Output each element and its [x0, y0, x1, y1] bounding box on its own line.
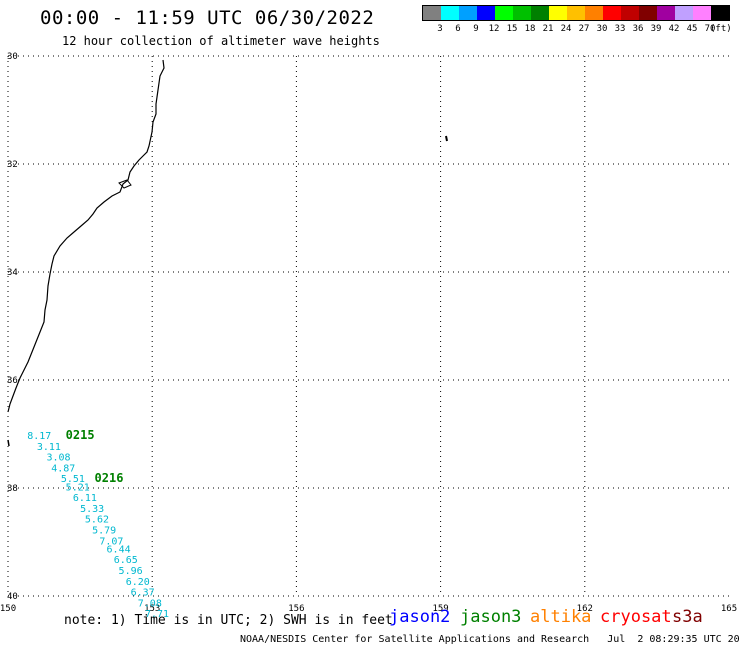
- legend-labels: (ft) 3 6 9 12 15 18 21 24 27 30 33 36 39 42 45 70: [422, 21, 732, 35]
- satellite-name-s3a: s3a: [672, 607, 703, 627]
- coast-fragment: [7, 439, 10, 447]
- legend-label: 18: [524, 24, 536, 34]
- swh-value-label: 6.20: [126, 577, 150, 588]
- legend-label: 39: [650, 24, 662, 34]
- footer-note: note: 1) Time is in UTC; 2) SWH is in fe…: [64, 613, 393, 628]
- swh-value-label: 5.62: [85, 515, 109, 526]
- swh-values: 8.173.113.084.875.515.216.115.335.625.79…: [27, 431, 169, 620]
- axis-tick-labels: 150 153 156 159 162 165 30 32 34 36 38 40: [0, 52, 737, 614]
- legend-swatches: [422, 5, 730, 21]
- color-legend: (ft) 3 6 9 12 15 18 21 24 27 30 33 36 39 42 45 70: [422, 5, 732, 35]
- swh-value-label: 5.21: [66, 482, 90, 493]
- lon-tick-label: 165: [721, 604, 737, 614]
- legend-label: 27: [578, 24, 590, 34]
- legend-label: 42: [668, 24, 680, 34]
- legend-label: 9: [473, 24, 479, 34]
- lat-tick-label: 38: [7, 484, 18, 494]
- legend-label: 12: [488, 24, 500, 34]
- swh-value-label: 5.96: [119, 566, 143, 577]
- lat-tick-label: 32: [7, 160, 18, 170]
- swh-value-label: 6.11: [73, 493, 97, 504]
- lat-tick-label: 30: [7, 52, 18, 62]
- legend-swatch: [657, 6, 675, 20]
- legend-label: 70: [704, 24, 716, 34]
- swh-value-label: 6.37: [131, 588, 155, 599]
- legend-swatch: [567, 6, 585, 20]
- legend-label: 15: [506, 24, 518, 34]
- satellite-name-cryosat: cryosat: [600, 607, 672, 627]
- legend-swatch: [711, 6, 729, 20]
- swh-value-label: 8.17: [27, 431, 51, 442]
- satellite-name-altika: altika: [530, 607, 592, 627]
- swh-value-label: 7.71: [145, 609, 169, 620]
- legend-swatch: [459, 6, 477, 20]
- legend-label: 21: [542, 24, 554, 34]
- legend-swatch: [603, 6, 621, 20]
- map-grid: [7, 55, 729, 597]
- lon-tick-label: 153: [144, 604, 160, 614]
- legend-swatch: [423, 6, 441, 20]
- estuary-outline: [118, 179, 132, 189]
- legend-label: 3: [437, 24, 443, 34]
- lat-tick-label: 34: [7, 268, 18, 278]
- legend-unit: (ft): [710, 24, 732, 34]
- pass-labels: 0215 0216: [66, 428, 124, 485]
- legend-swatch: [693, 6, 711, 20]
- legend-swatch: [585, 6, 603, 20]
- swh-value-label: 5.79: [92, 526, 116, 537]
- legend-swatch: [675, 6, 693, 20]
- legend-swatch: [531, 6, 549, 20]
- lon-tick-label: 159: [432, 604, 448, 614]
- satellite-name-jason3: jason3: [460, 607, 522, 627]
- swh-value-label: 3.11: [37, 442, 61, 453]
- swh-value-label: 7.08: [138, 598, 162, 609]
- mainland-coastline: [7, 59, 165, 413]
- swh-value-label: 4.87: [51, 463, 75, 474]
- swh-value-label: 6.65: [114, 555, 138, 566]
- legend-label: 6: [455, 24, 461, 34]
- legend-swatch: [513, 6, 531, 20]
- legend-swatch: [549, 6, 567, 20]
- swh-value-label: 5.51: [61, 474, 85, 485]
- legend-label: 45: [686, 24, 698, 34]
- map-subtitle: 12 hour collection of altimeter wave hei…: [62, 34, 380, 48]
- small-island: [445, 135, 448, 142]
- pass-time-label: 0216: [95, 471, 124, 485]
- footer-credit: NOAA/NESDIS Center for Satellite Applica…: [240, 634, 740, 645]
- legend-swatch: [477, 6, 495, 20]
- lon-tick-label: 162: [577, 604, 593, 614]
- coastline: [7, 59, 448, 447]
- legend-swatch: [639, 6, 657, 20]
- map-title: 00:00 - 11:59 UTC 06/30/2022: [40, 7, 375, 29]
- legend-label: 30: [596, 24, 608, 34]
- swh-value-label: 6.44: [107, 544, 131, 555]
- legend-swatch: [495, 6, 513, 20]
- pass-time-label: 0215: [66, 428, 95, 442]
- swh-value-label: 5.33: [80, 504, 104, 515]
- lon-tick-label: 156: [288, 604, 304, 614]
- swh-value-label: 3.08: [46, 453, 70, 464]
- legend-label: 36: [632, 24, 644, 34]
- legend-swatch: [441, 6, 459, 20]
- legend-label: 24: [560, 24, 572, 34]
- lat-tick-label: 40: [7, 592, 18, 602]
- lon-tick-label: 150: [0, 604, 16, 614]
- satellite-name-jason2: jason2: [389, 607, 451, 627]
- legend-swatch: [621, 6, 639, 20]
- swh-value-label: 7.07: [99, 536, 123, 547]
- legend-label: 33: [614, 24, 626, 34]
- lat-tick-label: 36: [7, 376, 18, 386]
